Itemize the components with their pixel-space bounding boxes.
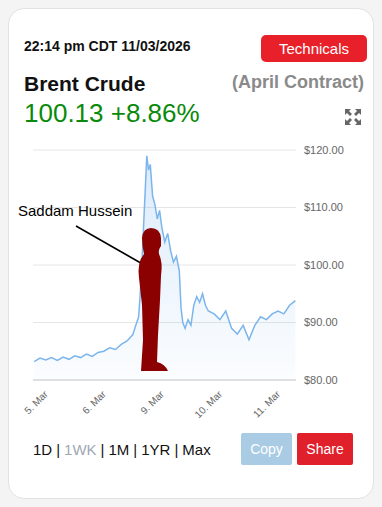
html-text:(April Contract): (April Contract) <box>232 72 364 92</box>
svg-text:9. Mar: 9. Mar <box>138 388 166 416</box>
svg-text:$100.00: $100.00 <box>304 259 344 271</box>
html-text:100.13 +8.86%: 100.13 +8.86% <box>24 98 200 128</box>
svg-text:10. Mar: 10. Mar <box>192 388 224 420</box>
html-text:Saddam Hussein: Saddam Hussein <box>18 202 133 219</box>
html-text:1D | 1WK | 1M | 1YR | Max: 1D | 1WK | 1M | 1YR | Max <box>33 441 211 458</box>
html-text:Technicals: Technicals <box>279 40 349 57</box>
svg-text:$80.00: $80.00 <box>304 374 338 386</box>
svg-text:6. Mar: 6. Mar <box>80 388 108 416</box>
html-text:Share: Share <box>306 441 344 457</box>
html-text:22:14 pm CDT 11/03/2026: 22:14 pm CDT 11/03/2026 <box>24 38 191 54</box>
html-text:Brent Crude: Brent Crude <box>24 72 146 95</box>
svg-text:11. Mar: 11. Mar <box>251 388 283 420</box>
html-text:Copy: Copy <box>250 441 283 457</box>
svg-text:$90.00: $90.00 <box>304 316 338 328</box>
svg-text:5. Mar: 5. Mar <box>22 388 50 416</box>
svg-text:$110.00: $110.00 <box>304 201 343 213</box>
svg-text:$120.00: $120.00 <box>304 144 344 156</box>
